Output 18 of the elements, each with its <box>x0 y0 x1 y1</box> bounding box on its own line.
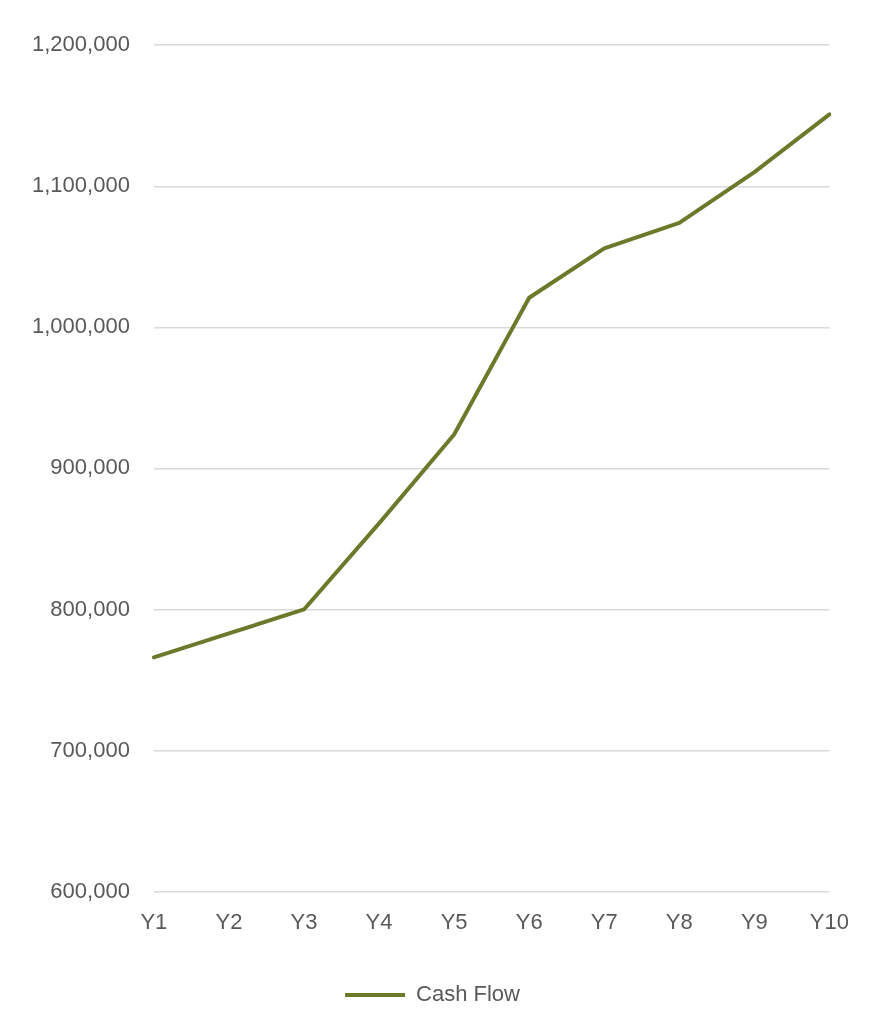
x-tick-label: Y5 <box>440 908 468 934</box>
y-tick-label: 900,000 <box>50 454 130 480</box>
x-tick-label: Y2 <box>215 908 243 934</box>
y-tick-label: 800,000 <box>50 595 130 621</box>
x-tick-label: Y7 <box>590 908 618 934</box>
y-tick-label: 700,000 <box>50 736 130 762</box>
x-tick-label: Y4 <box>365 908 393 934</box>
x-tick-label: Y8 <box>665 908 693 934</box>
y-tick-label: 1,200,000 <box>32 31 130 57</box>
y-tick-label: 1,000,000 <box>32 313 130 339</box>
x-tick-label: Y10 <box>809 908 850 934</box>
x-tick-label: Y3 <box>290 908 318 934</box>
y-tick-label: 600,000 <box>50 877 130 903</box>
y-tick-label: 1,100,000 <box>32 172 130 198</box>
x-tick-label: Y1 <box>140 908 168 934</box>
x-tick-label: Y9 <box>740 908 768 934</box>
legend-label: Cash Flow <box>416 981 521 1007</box>
x-tick-label: Y6 <box>515 908 543 934</box>
